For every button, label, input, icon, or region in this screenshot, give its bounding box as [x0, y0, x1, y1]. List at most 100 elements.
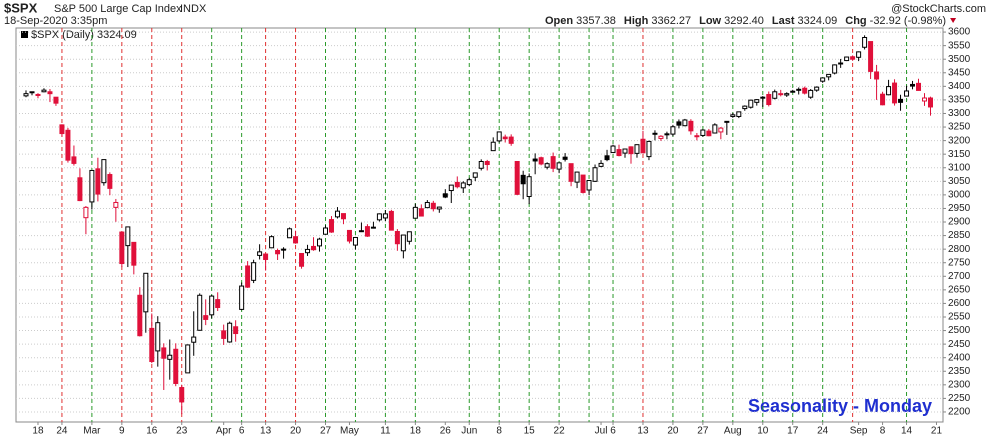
- candle-body: [155, 322, 161, 352]
- candle-body: [466, 179, 472, 186]
- x-tick-label: 11: [380, 426, 391, 437]
- candle-body: [47, 91, 53, 95]
- candle-body: [23, 93, 29, 97]
- candle-body: [191, 336, 197, 343]
- candle-body: [221, 330, 227, 339]
- candle-body: [442, 193, 448, 198]
- candle-body: [718, 127, 724, 133]
- candle-body: [532, 158, 538, 162]
- candle-body: [927, 97, 933, 108]
- candle-body: [886, 86, 892, 96]
- candle-body: [287, 228, 293, 239]
- y-tick-label: 3250: [948, 122, 971, 133]
- candle-body: [790, 90, 796, 93]
- candle-body: [640, 138, 646, 154]
- x-tick-label: 6: [610, 426, 616, 437]
- candle-body: [382, 213, 388, 219]
- candle-body: [215, 299, 221, 308]
- candle-body: [850, 56, 856, 60]
- x-tick-label: 13: [260, 426, 272, 437]
- quote-label: Open: [545, 15, 573, 27]
- candle-body: [358, 230, 364, 233]
- candle-body: [610, 145, 616, 154]
- candle-body: [682, 119, 688, 127]
- candle-body: [496, 131, 502, 142]
- candle-body: [856, 51, 862, 58]
- candle-body: [263, 253, 269, 260]
- candle-body: [838, 62, 844, 65]
- candle-body: [275, 250, 281, 255]
- quote-value: 3292.40: [724, 15, 764, 27]
- candle-body: [772, 91, 778, 99]
- candle-body: [556, 162, 562, 170]
- y-tick-label: 2650: [948, 284, 971, 295]
- x-tick-label: 9: [119, 426, 125, 437]
- candle-body: [227, 322, 233, 343]
- candle-body: [736, 111, 742, 117]
- candle-body: [317, 238, 323, 247]
- candle-body: [658, 135, 664, 139]
- quote-label: High: [624, 15, 649, 27]
- candle-body: [328, 219, 334, 233]
- y-tick-label: 3100: [948, 162, 971, 173]
- candle-body: [634, 144, 640, 154]
- candle-body: [778, 93, 784, 96]
- quote-bar: Open 3357.38 High 3362.27 Low 3292.40 Last 3324…: [545, 15, 957, 27]
- candle-body: [137, 294, 143, 337]
- x-tick-label: 20: [667, 426, 679, 437]
- candle-body: [880, 93, 886, 106]
- quote-value: 3324.09: [798, 15, 838, 27]
- candle-body: [748, 99, 754, 108]
- candle-body: [149, 327, 155, 362]
- candle-body: [862, 36, 868, 48]
- candle-body: [107, 174, 113, 189]
- candle-body: [874, 71, 880, 80]
- x-tick-label: 23: [176, 426, 188, 437]
- quote-label: Last: [772, 15, 795, 27]
- y-tick-label: 3050: [948, 176, 971, 187]
- candle-body: [730, 114, 736, 117]
- candle-body: [706, 130, 712, 137]
- candle-body: [844, 56, 850, 62]
- candle-body: [364, 226, 370, 237]
- candle-body: [676, 121, 682, 126]
- candle-body: [700, 129, 706, 136]
- candle-body: [484, 161, 490, 165]
- candle-body: [436, 206, 442, 210]
- annotation: Seasonality - Monday: [748, 396, 932, 416]
- candle-body: [538, 157, 544, 165]
- candle-body: [580, 174, 586, 193]
- candle-body: [586, 179, 592, 191]
- candle-body: [143, 272, 149, 313]
- candle-body: [784, 93, 790, 96]
- candle-body: [41, 89, 47, 93]
- candle-body: [550, 156, 556, 169]
- candle-body: [59, 124, 65, 135]
- x-tick-label: 24: [817, 426, 829, 437]
- y-tick-label: 3400: [948, 81, 971, 92]
- x-tick-label: Mar: [83, 426, 101, 437]
- candle-body: [502, 136, 508, 140]
- symbol-name: S&P 500 Large Cap Index: [54, 3, 182, 15]
- candle-body: [113, 201, 119, 208]
- x-tick-label: 16: [146, 426, 158, 437]
- candle-body: [269, 236, 275, 249]
- x-tick-label: Apr: [216, 426, 232, 437]
- legend-swatch: [21, 31, 28, 38]
- candle-body: [53, 96, 59, 104]
- quote-value: 3357.38: [576, 15, 616, 27]
- candle-body: [311, 245, 317, 251]
- x-tick-label: 24: [56, 426, 68, 437]
- y-tick-label: 2350: [948, 366, 971, 377]
- quote-value: 3362.27: [651, 15, 691, 27]
- x-tick-label: Aug: [724, 426, 742, 437]
- symbol: $SPX: [4, 0, 38, 15]
- watermark: @StockCharts.com: [891, 3, 986, 15]
- x-tick-label: 14: [901, 426, 913, 437]
- candle-body: [334, 210, 340, 218]
- candle-body: [478, 161, 484, 169]
- candle-body: [370, 226, 376, 229]
- candle-body: [694, 135, 700, 138]
- candle-body: [562, 156, 568, 160]
- x-tick-label: Jul: [595, 426, 608, 437]
